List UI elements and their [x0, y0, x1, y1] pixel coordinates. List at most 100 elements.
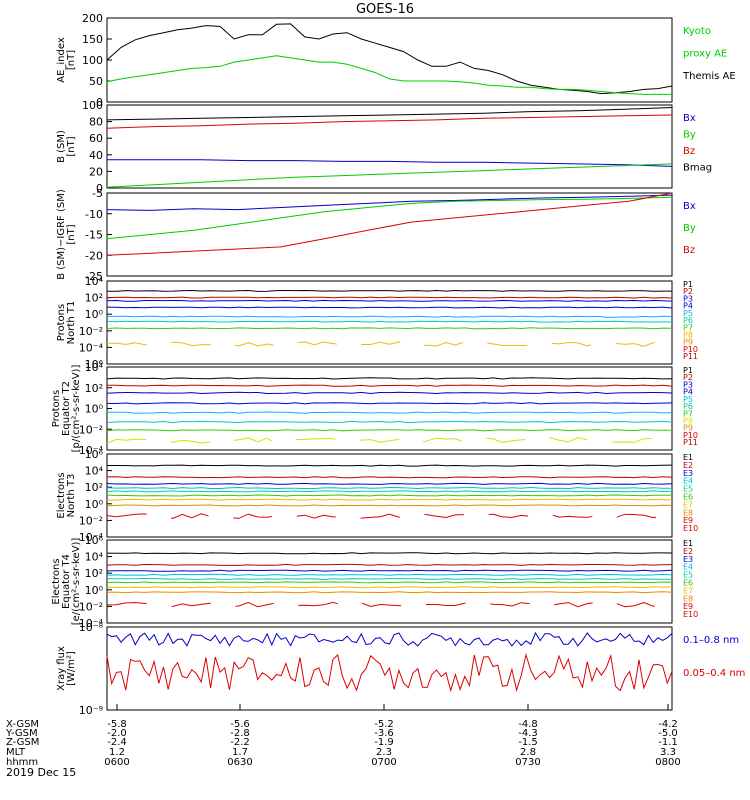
legend-item: E6: [683, 579, 693, 588]
legend-item: E5: [683, 485, 693, 494]
series-p8: [106, 437, 673, 445]
y-tick-label: 10⁻⁹: [79, 704, 103, 717]
y-tick-label: 10²: [85, 292, 103, 305]
series-bx: [106, 194, 673, 211]
legend-item: E9: [683, 516, 693, 525]
y-axis-label: AE_index: [56, 37, 67, 83]
y-tick-label: 150: [82, 33, 103, 46]
x-tick-label: -2.4: [107, 737, 127, 748]
y-tick-label: 10⁰: [85, 308, 104, 321]
y-tick-label: 200: [82, 12, 103, 25]
legend-item: E2: [683, 547, 693, 556]
y-axis-label: North T1: [66, 301, 77, 345]
legend-item: E5: [683, 571, 693, 580]
series-p3: [106, 299, 673, 302]
series-bz: [106, 192, 673, 256]
series-0-1-0-8-nm: [106, 631, 673, 647]
legend-item: 0.1–0.8 nm: [683, 635, 739, 646]
legend-item: P1: [683, 280, 693, 289]
legend-item: E7: [683, 500, 693, 509]
y-tick-label: -25: [85, 270, 103, 283]
x-row-label: hhmm: [6, 757, 38, 768]
y-axis-label: [e/(cm²-s-sr-keV)]: [71, 538, 82, 626]
legend-item: P5: [683, 309, 693, 318]
y-tick-label: 10⁶: [85, 534, 104, 547]
y-tick-label: -15: [85, 229, 103, 242]
y-tick-label: 10⁻⁴: [79, 531, 104, 544]
y-tick-label: 40: [89, 149, 103, 162]
y-tick-label: 10⁴: [85, 361, 104, 374]
x-tick-label: 2.8: [520, 747, 536, 758]
x-tick-label: 3.3: [660, 747, 676, 758]
legend-item: E3: [683, 555, 693, 564]
x-row-label: X-GSM: [6, 719, 39, 730]
series-p7: [106, 429, 673, 432]
legend-item: P10: [683, 345, 698, 354]
y-tick-label: 10⁶: [85, 448, 104, 461]
legend-item: E6: [683, 493, 693, 502]
x-tick-label: -4.3: [518, 728, 538, 739]
panel-frame: [106, 626, 673, 711]
y-axis-label: [nT]: [66, 50, 77, 70]
legend-item: proxy AE: [683, 48, 727, 59]
legend-item: Bz: [683, 245, 695, 256]
legend-item: E10: [683, 524, 698, 533]
legend-item: P5: [683, 395, 693, 404]
plot-title: GOES-16: [356, 2, 414, 17]
legend-item: P11: [683, 352, 698, 361]
series-e5: [107, 577, 672, 581]
series-e3: [106, 482, 673, 485]
y-tick-label: 10⁻²: [79, 600, 103, 613]
x-row-label: Y-GSM: [5, 728, 38, 739]
series-p6: [106, 320, 673, 323]
series-e9: [106, 513, 672, 519]
y-tick-label: 10⁻²: [79, 514, 103, 527]
legend-item: Bx: [683, 201, 696, 212]
y-tick-label: 10⁻⁴: [79, 444, 104, 457]
y-tick-label: 10⁴: [85, 465, 104, 478]
x-tick-label: -5.8: [107, 719, 127, 730]
legend-item: E3: [683, 469, 693, 478]
y-tick-label: 10⁰: [85, 403, 104, 416]
legend-item: E1: [683, 453, 693, 462]
legend-item: P9: [683, 424, 693, 433]
panel-frame: [106, 104, 673, 189]
legend-item: E7: [683, 586, 693, 595]
series-e3: [106, 569, 673, 572]
y-axis-label: Electrons: [51, 558, 62, 604]
series-e5: [106, 490, 673, 493]
y-tick-label: 0: [96, 182, 103, 195]
legend-item: E8: [683, 508, 693, 517]
legend-item: Bx: [683, 113, 696, 124]
y-tick-label: 80: [89, 116, 103, 129]
legend-item: P2: [683, 373, 693, 382]
series-p4: [106, 306, 673, 309]
x-tick-label: -1.9: [374, 737, 394, 748]
panel-frame: [106, 280, 673, 365]
panel-3: -25 -20 -15 -10 -5 B (SM)−IGRF (SM) [nT] Bx By Bz: [56, 187, 696, 283]
panel-frame: [106, 17, 673, 103]
legend-item: Bz: [683, 146, 695, 157]
legend-item: E10: [683, 610, 698, 619]
y-tick-label: 10⁴: [85, 275, 104, 288]
legend-item: P10: [683, 431, 698, 440]
series-e7: [106, 586, 673, 589]
legend-item: E4: [683, 477, 693, 486]
y-tick-label: 10⁻⁴: [79, 617, 104, 630]
x-tick-label: 0600: [104, 757, 129, 768]
legend-item: E2: [683, 461, 693, 470]
series-p5: [106, 315, 673, 318]
series-p3: [106, 391, 673, 395]
legend-item: E4: [683, 563, 693, 572]
y-axis-label: [W/m²]: [66, 651, 77, 686]
legend-item: 0.05–0.4 nm: [683, 668, 745, 679]
x-tick-label: -1.1: [658, 737, 678, 748]
y-tick-label: 10⁻⁸: [79, 621, 104, 634]
series-e4: [106, 573, 673, 576]
x-tick-label: -2.2: [230, 737, 250, 748]
y-tick-label: -20: [85, 249, 103, 262]
y-tick-label: 0: [96, 96, 103, 109]
series-bmag: [106, 107, 673, 121]
